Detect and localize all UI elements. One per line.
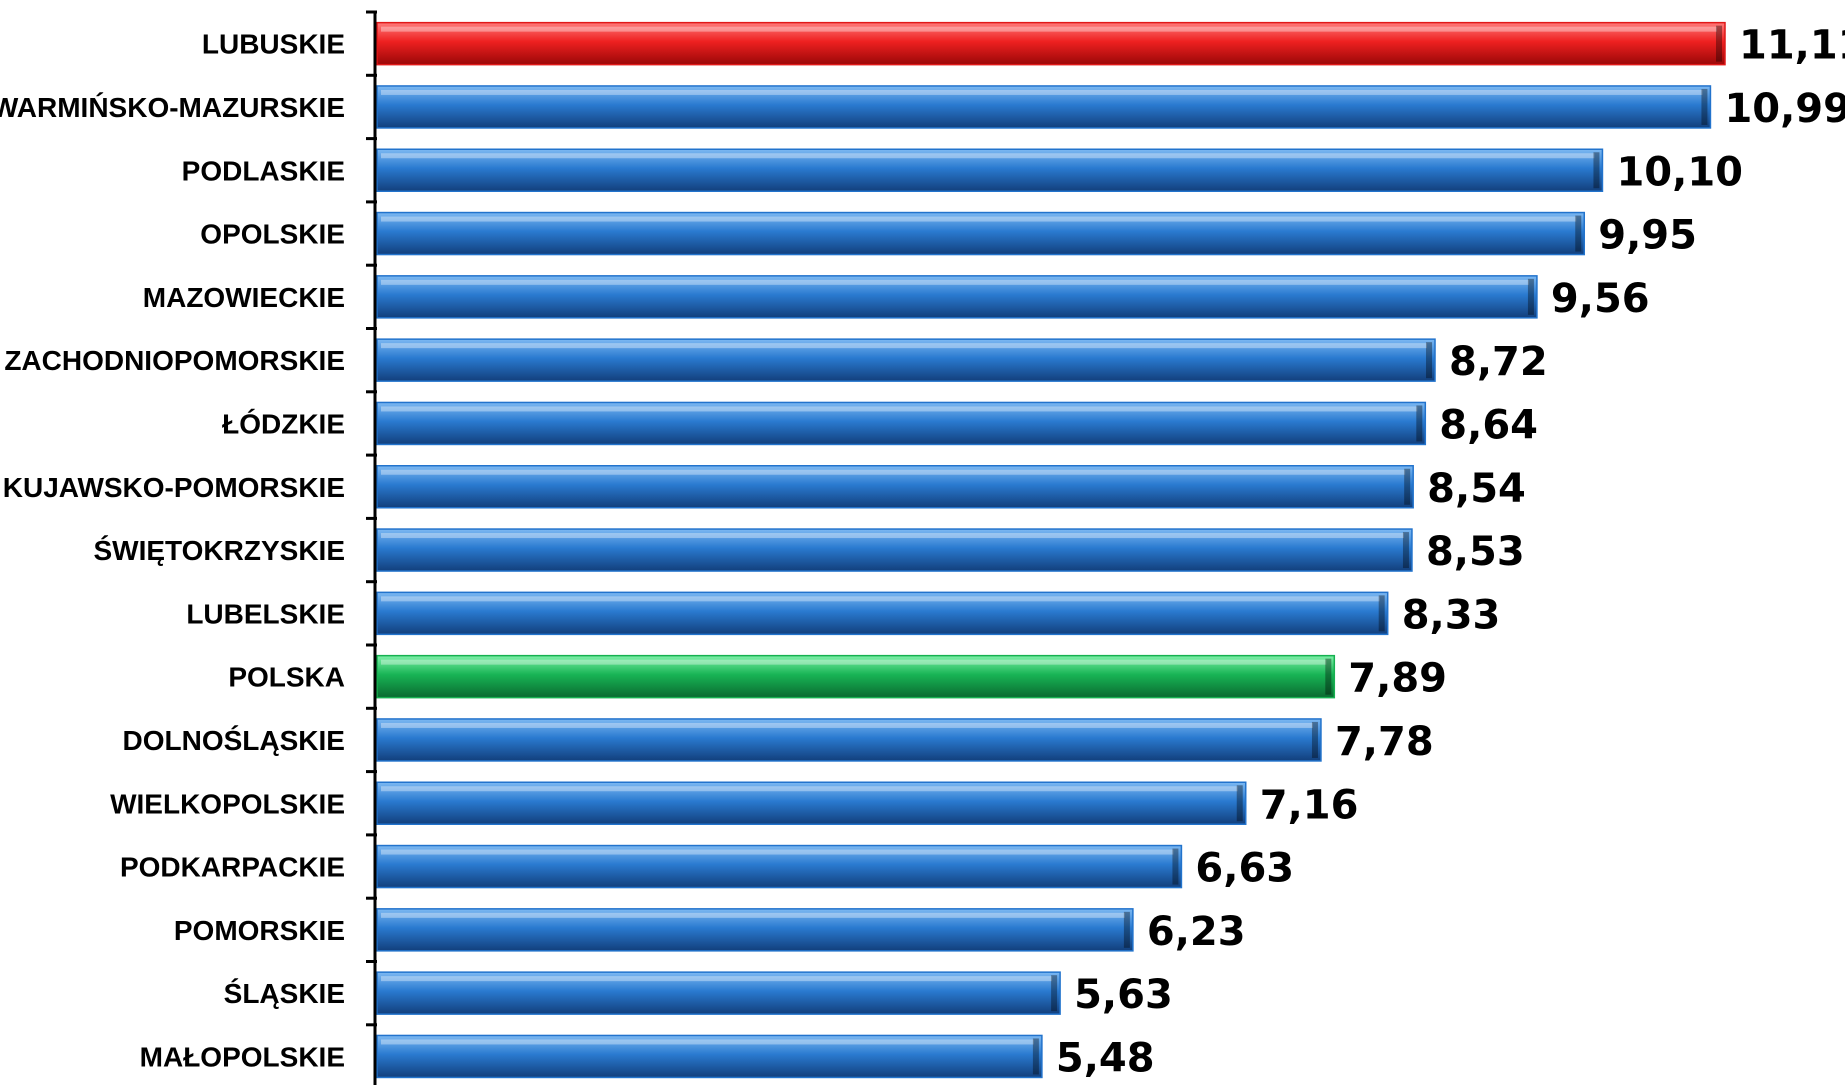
bar-swietokrzyskie (376, 528, 1413, 572)
bar-podlaskie (376, 148, 1604, 192)
bar-wielkopolskie (376, 781, 1247, 825)
bar-end-cap (1325, 658, 1332, 695)
value-label: 11,11 (1739, 23, 1845, 69)
value-label: 7,89 (1348, 656, 1447, 702)
bar-highlight (381, 279, 1529, 285)
bar-highlight (381, 659, 1327, 665)
value-label: 8,72 (1449, 339, 1548, 385)
value-label: 7,78 (1335, 719, 1434, 765)
category-label: PODKARPACKIE (120, 852, 345, 883)
value-label: 5,63 (1074, 972, 1173, 1018)
bar-opolskie (376, 211, 1586, 256)
bar-slaskie (376, 971, 1061, 1015)
category-label: PODLASKIE (182, 155, 345, 186)
bar-highlight (381, 343, 1428, 349)
bar-end-cap (1378, 595, 1385, 632)
value-label: 7,16 (1260, 782, 1359, 828)
value-label: 8,54 (1427, 466, 1526, 512)
value-label: 10,10 (1616, 149, 1743, 195)
bar-end-cap (1236, 785, 1243, 822)
bar-highlight (381, 216, 1577, 222)
bar-end-cap (1426, 342, 1433, 379)
bar-lodzkie (376, 401, 1427, 446)
bar-end-cap (1716, 25, 1722, 62)
bar-highlight (381, 786, 1238, 792)
bar-end-cap (1123, 911, 1130, 948)
bar-warminsko-mazurskie (376, 85, 1712, 129)
bar-highlight (381, 153, 1595, 159)
bar-end-cap (1404, 468, 1411, 505)
bar-malopolskie (376, 1034, 1043, 1079)
bar-highlight (381, 596, 1380, 602)
bar-end-cap (1701, 88, 1708, 125)
category-label: ŚWIĘTOKRZYSKIE (93, 535, 345, 566)
bar-zachodniopomorskie (376, 338, 1436, 382)
bar-highlight (381, 722, 1313, 728)
category-label: ŚLĄSKIE (224, 978, 345, 1009)
bar-lubelskie (376, 591, 1389, 636)
value-label: 6,23 (1147, 909, 1246, 955)
bar-podkarpackie (376, 844, 1183, 889)
category-label: WIELKOPOLSKIE (110, 788, 345, 819)
category-label: MAZOWIECKIE (143, 282, 345, 313)
bar-end-cap (1311, 721, 1318, 758)
bar-highlight (381, 406, 1418, 412)
bar-end-cap (1402, 532, 1409, 569)
category-label: DOLNOŚLĄSKIE (123, 725, 345, 756)
value-label: 8,64 (1439, 402, 1538, 448)
bar-pomorskie (376, 908, 1134, 952)
bar-end-cap (1172, 848, 1179, 885)
bar-highlight (381, 89, 1703, 95)
bar-lubuskie (376, 21, 1726, 66)
value-label: 9,95 (1598, 213, 1697, 259)
value-label: 9,56 (1551, 276, 1650, 322)
bar-end-cap (1032, 1038, 1039, 1075)
bar-polska (376, 654, 1336, 699)
value-label: 10,99 (1724, 86, 1845, 132)
bar-kujawsko-pomorskie (376, 465, 1414, 509)
category-label: KUJAWSKO-POMORSKIE (3, 472, 345, 503)
bar-end-cap (1527, 278, 1534, 315)
bar-highlight (381, 26, 1717, 32)
bar-dolnoslaskie (376, 718, 1322, 762)
bar-mazowieckie (376, 275, 1538, 319)
category-label: ZACHODNIOPOMORSKIE (4, 345, 345, 376)
value-label: 5,48 (1056, 1035, 1155, 1081)
bar-highlight (381, 469, 1406, 475)
category-label: POLSKA (228, 662, 345, 693)
bar-highlight (381, 533, 1404, 539)
bar-end-cap (1593, 152, 1600, 189)
category-label: MAŁOPOLSKIE (140, 1041, 345, 1072)
bar-highlight (381, 1039, 1034, 1045)
category-label: LUBELSKIE (186, 598, 345, 629)
bar-highlight (381, 976, 1053, 982)
value-label: 8,53 (1426, 529, 1525, 575)
category-label: POMORSKIE (174, 915, 345, 946)
category-label: LUBUSKIE (202, 29, 345, 60)
category-label: WARMIŃSKO-MAZURSKIE (0, 92, 345, 123)
bar-end-cap (1575, 215, 1582, 252)
value-label: 8,33 (1402, 592, 1501, 638)
bar-end-cap (1416, 405, 1423, 442)
bar-highlight (381, 849, 1174, 855)
bar-end-cap (1051, 975, 1058, 1012)
category-label: ŁÓDZKIE (222, 408, 345, 439)
bar-highlight (381, 912, 1125, 918)
category-label: OPOLSKIE (200, 219, 345, 250)
value-label: 6,63 (1195, 846, 1294, 892)
